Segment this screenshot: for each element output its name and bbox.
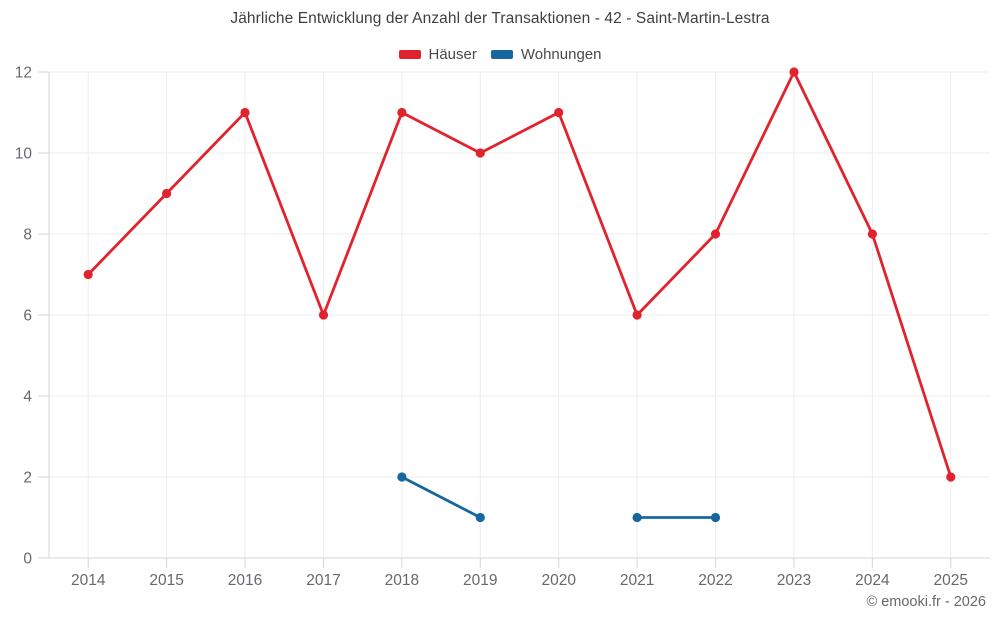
x-tick-label: 2021: [620, 572, 654, 589]
x-tick-label: 2023: [777, 572, 811, 589]
data-point[interactable]: [632, 310, 642, 320]
chart-legend: Häuser Wohnungen: [0, 46, 1000, 63]
legend-label-haeuser: Häuser: [428, 46, 477, 63]
x-tick-label: 2016: [228, 572, 262, 589]
legend-label-wohnungen: Wohnungen: [520, 46, 602, 63]
x-tick-label: 2018: [385, 572, 419, 589]
y-tick-label: 6: [23, 308, 32, 325]
x-tick-label: 2017: [306, 572, 340, 589]
y-tick-label: 12: [15, 65, 32, 82]
footer-credit: © emooki.fr - 2026: [866, 594, 986, 610]
data-point[interactable]: [83, 269, 93, 280]
haeuser-legend-swatch-icon: [398, 50, 421, 59]
data-point[interactable]: [475, 148, 485, 158]
data-point[interactable]: [318, 310, 329, 320]
data-point[interactable]: [710, 229, 721, 239]
x-tick-label: 2014: [71, 572, 106, 589]
data-point[interactable]: [554, 107, 564, 118]
legend-item-wohnungen[interactable]: Wohnungen: [490, 46, 602, 63]
chart-title: Jährliche Entwicklung der Anzahl der Tra…: [230, 10, 770, 27]
data-point[interactable]: [789, 67, 799, 77]
data-point[interactable]: [397, 472, 407, 482]
data-point[interactable]: [946, 472, 956, 482]
data-point[interactable]: [867, 229, 878, 239]
legend-item-haeuser[interactable]: Häuser: [398, 46, 477, 63]
wohnungen-line: [400, 475, 717, 519]
huser-line: [86, 70, 953, 479]
x-tick-label: 2025: [934, 572, 968, 589]
data-point[interactable]: [162, 188, 172, 199]
data-point[interactable]: [240, 107, 250, 118]
data-point[interactable]: [475, 512, 485, 523]
y-tick-label: 10: [15, 146, 33, 163]
wohnungen-legend-swatch-icon: [490, 50, 513, 59]
data-point[interactable]: [632, 512, 642, 523]
x-tick-label: 2019: [463, 572, 497, 589]
y-tick-label: 2: [23, 470, 32, 487]
x-tick-label: 2015: [149, 572, 183, 589]
x-tick-label: 2022: [698, 572, 732, 589]
x-tick-label: 2024: [855, 572, 890, 589]
data-point[interactable]: [710, 512, 721, 523]
y-tick-label: 4: [23, 389, 32, 406]
data-point[interactable]: [397, 107, 407, 118]
x-tick-label: 2020: [541, 572, 576, 589]
y-tick-label: 0: [23, 551, 32, 568]
y-tick-label: 8: [23, 227, 32, 244]
